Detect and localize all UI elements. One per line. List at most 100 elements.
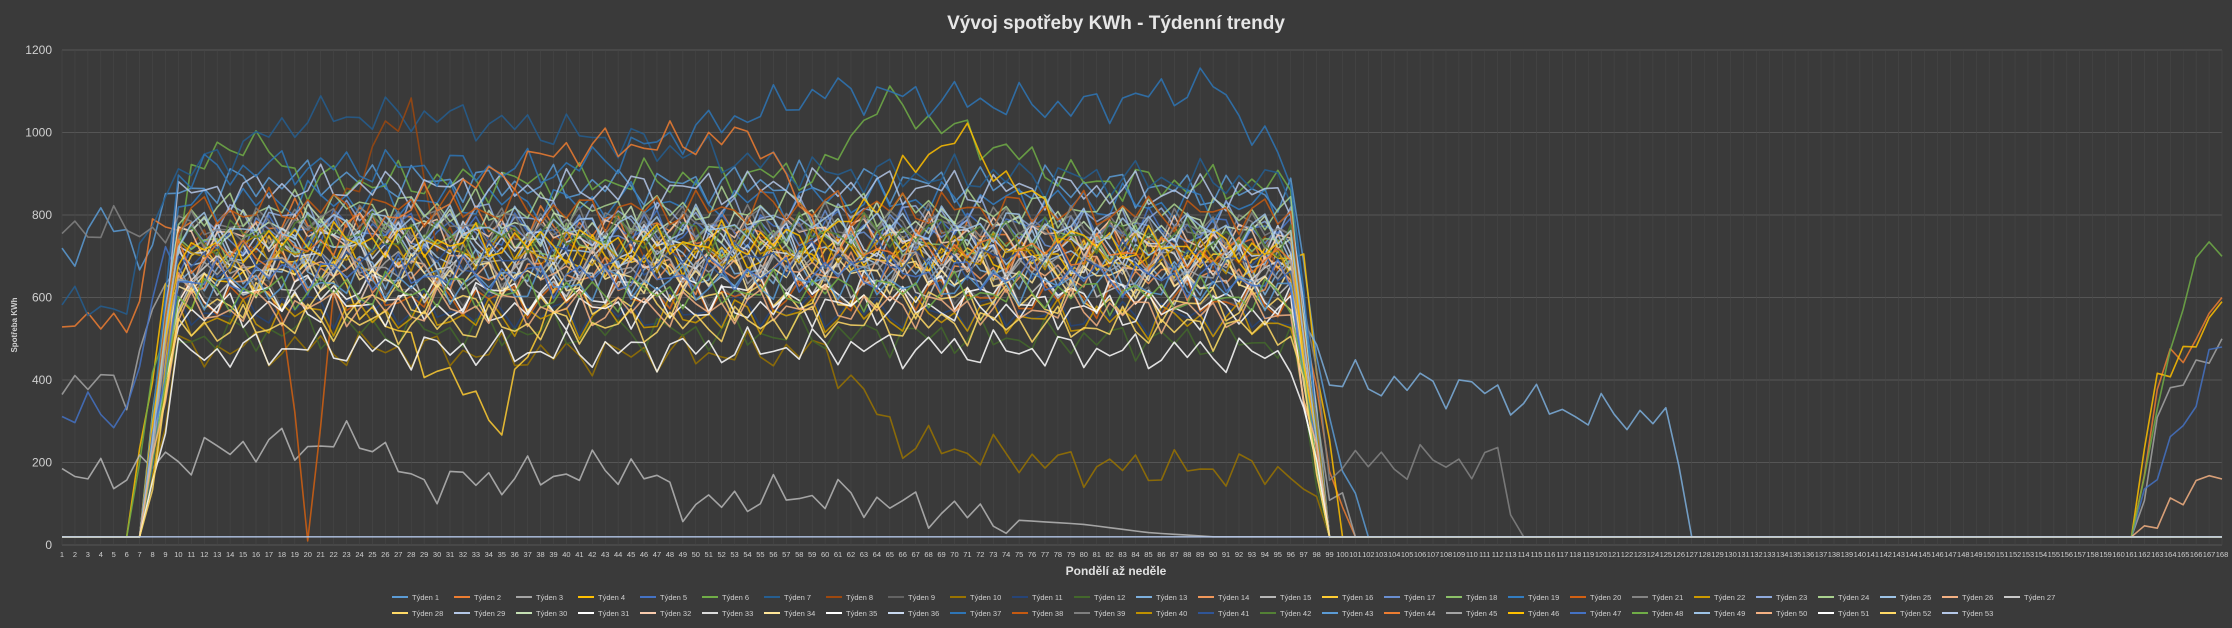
x-tick-24: 24 xyxy=(355,550,363,559)
x-tick-84: 84 xyxy=(1131,550,1139,559)
legend-label-46: Týden 46 xyxy=(1528,609,1559,618)
x-tick-136: 136 xyxy=(1802,550,1815,559)
x-tick-44: 44 xyxy=(614,550,622,559)
x-tick-93: 93 xyxy=(1248,550,1256,559)
legend-label-47: Týden 47 xyxy=(1590,609,1621,618)
x-tick-104: 104 xyxy=(1388,550,1401,559)
x-tick-26: 26 xyxy=(381,550,389,559)
legend-label-50: Týden 50 xyxy=(1776,609,1807,618)
x-tick-144: 144 xyxy=(1905,550,1918,559)
x-tick-122: 122 xyxy=(1621,550,1634,559)
legend-label-39: Týden 39 xyxy=(1094,609,1125,618)
x-tick-11: 11 xyxy=(187,550,195,559)
x-tick-25: 25 xyxy=(368,550,376,559)
x-tick-59: 59 xyxy=(808,550,816,559)
x-tick-72: 72 xyxy=(976,550,984,559)
x-tick-48: 48 xyxy=(666,550,674,559)
x-tick-154: 154 xyxy=(2035,550,2048,559)
x-tick-71: 71 xyxy=(963,550,971,559)
x-tick-149: 149 xyxy=(1970,550,1983,559)
x-tick-52: 52 xyxy=(717,550,725,559)
x-tick-32: 32 xyxy=(459,550,467,559)
x-tick-92: 92 xyxy=(1235,550,1243,559)
legend-label-6: Týden 6 xyxy=(722,593,749,602)
x-tick-55: 55 xyxy=(756,550,764,559)
x-tick-45: 45 xyxy=(627,550,635,559)
x-tick-117: 117 xyxy=(1556,550,1568,559)
legend-label-34: Týden 34 xyxy=(784,609,815,618)
x-tick-6: 6 xyxy=(125,550,129,559)
x-tick-129: 129 xyxy=(1711,550,1724,559)
x-tick-9: 9 xyxy=(163,550,167,559)
x-tick-14: 14 xyxy=(226,550,234,559)
x-tick-82: 82 xyxy=(1105,550,1113,559)
x-tick-61: 61 xyxy=(834,550,842,559)
x-tick-150: 150 xyxy=(1983,550,1996,559)
x-tick-141: 141 xyxy=(1867,550,1880,559)
x-tick-147: 147 xyxy=(1944,550,1957,559)
x-tick-110: 110 xyxy=(1466,550,1478,559)
y-tick-0: 0 xyxy=(45,538,52,552)
legend-label-36: Týden 36 xyxy=(908,609,939,618)
x-tick-120: 120 xyxy=(1595,550,1608,559)
x-tick-80: 80 xyxy=(1080,550,1088,559)
x-tick-123: 123 xyxy=(1634,550,1647,559)
legend-label-33: Týden 33 xyxy=(722,609,753,618)
x-tick-10: 10 xyxy=(174,550,182,559)
x-tick-142: 142 xyxy=(1879,550,1892,559)
x-tick-108: 108 xyxy=(1440,550,1453,559)
x-tick-16: 16 xyxy=(252,550,260,559)
x-tick-125: 125 xyxy=(1660,550,1673,559)
x-tick-67: 67 xyxy=(911,550,919,559)
x-tick-167: 167 xyxy=(2203,550,2216,559)
legend-label-9: Týden 9 xyxy=(908,593,935,602)
x-tick-60: 60 xyxy=(821,550,829,559)
x-tick-121: 121 xyxy=(1608,550,1621,559)
legend-label-38: Týden 38 xyxy=(1032,609,1063,618)
x-tick-109: 109 xyxy=(1453,550,1466,559)
legend-label-7: Týden 7 xyxy=(784,593,811,602)
x-tick-164: 164 xyxy=(2164,550,2177,559)
x-tick-127: 127 xyxy=(1685,550,1698,559)
x-tick-74: 74 xyxy=(1002,550,1010,559)
x-tick-95: 95 xyxy=(1274,550,1282,559)
legend-label-15: Týden 15 xyxy=(1280,593,1311,602)
x-tick-86: 86 xyxy=(1157,550,1165,559)
x-tick-56: 56 xyxy=(769,550,777,559)
series-lines xyxy=(61,67,2223,542)
legend-label-49: Týden 49 xyxy=(1714,609,1745,618)
x-tick-138: 138 xyxy=(1828,550,1841,559)
y-tick-200: 200 xyxy=(32,456,52,470)
legend-label-8: Týden 8 xyxy=(846,593,873,602)
x-tick-20: 20 xyxy=(304,550,312,559)
x-tick-58: 58 xyxy=(795,550,803,559)
x-tick-145: 145 xyxy=(1918,550,1931,559)
legend-label-26: Týden 26 xyxy=(1962,593,1993,602)
x-tick-40: 40 xyxy=(562,550,570,559)
x-tick-119: 119 xyxy=(1582,550,1594,559)
x-tick-78: 78 xyxy=(1054,550,1062,559)
legend-label-30: Týden 30 xyxy=(536,609,567,618)
x-tick-134: 134 xyxy=(1776,550,1789,559)
y-tick-400: 400 xyxy=(32,373,52,387)
x-tick-135: 135 xyxy=(1789,550,1802,559)
x-tick-161: 161 xyxy=(2125,550,2138,559)
x-tick-103: 103 xyxy=(1375,550,1388,559)
legend-label-17: Týden 17 xyxy=(1404,593,1435,602)
legend-label-12: Týden 12 xyxy=(1094,593,1125,602)
legend-label-18: Týden 18 xyxy=(1466,593,1497,602)
x-tick-162: 162 xyxy=(2138,550,2151,559)
legend-label-1: Týden 1 xyxy=(412,593,439,602)
x-tick-68: 68 xyxy=(924,550,932,559)
x-tick-42: 42 xyxy=(588,550,596,559)
x-tick-112: 112 xyxy=(1492,550,1504,559)
legend-label-32: Týden 32 xyxy=(660,609,691,618)
x-tick-64: 64 xyxy=(873,550,881,559)
x-tick-128: 128 xyxy=(1698,550,1711,559)
y-tick-800: 800 xyxy=(32,208,52,222)
x-tick-33: 33 xyxy=(472,550,480,559)
x-tick-2: 2 xyxy=(73,550,77,559)
x-tick-34: 34 xyxy=(485,550,493,559)
